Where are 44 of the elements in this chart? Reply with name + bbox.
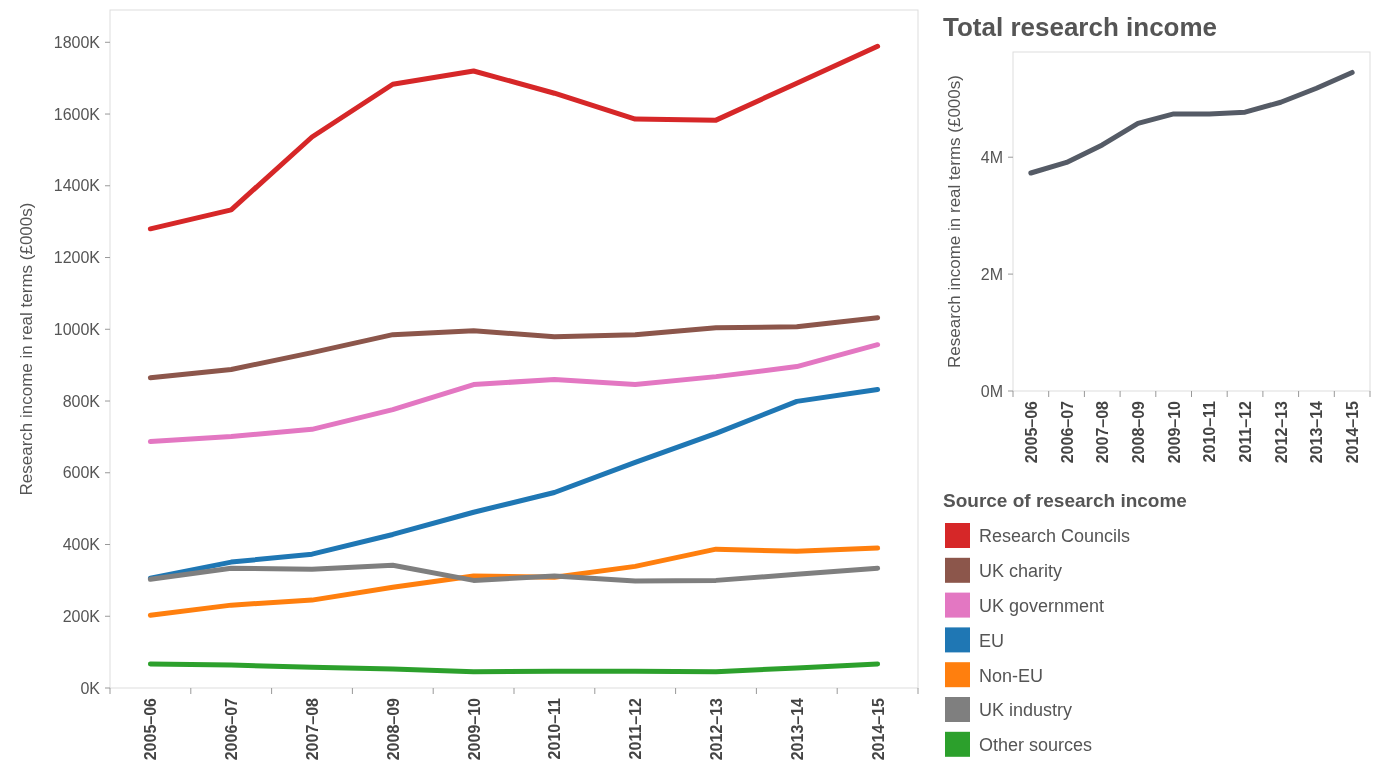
legend-label: Research Councils bbox=[979, 526, 1131, 547]
y-tick-label: 200K bbox=[62, 607, 101, 625]
y-tick-label: 0K bbox=[80, 679, 101, 697]
y-tick-label: 4M bbox=[980, 148, 1003, 166]
x-tick-label: 2012–13 bbox=[1272, 400, 1290, 464]
x-tick-label: 2014–15 bbox=[869, 697, 887, 761]
y-axis-title: Research income in real terms (£000s) bbox=[945, 75, 964, 368]
x-tick-label: 2005–06 bbox=[142, 697, 160, 761]
chart-title: Total research income bbox=[943, 12, 1218, 42]
x-tick-label: 2013–14 bbox=[1308, 400, 1326, 464]
x-tick-label: 2005–06 bbox=[1022, 400, 1040, 464]
x-tick-label: 2010–11 bbox=[1201, 400, 1219, 463]
x-tick-label: 2010–11 bbox=[546, 697, 564, 760]
y-tick-label: 600K bbox=[62, 464, 101, 482]
x-tick-label: 2011–12 bbox=[1237, 400, 1255, 463]
legend-label: UK government bbox=[979, 595, 1105, 616]
y-tick-label: 1600K bbox=[53, 105, 101, 123]
legend-label: EU bbox=[979, 630, 1005, 651]
y-tick-label: 1400K bbox=[53, 177, 101, 195]
x-tick-label: 2009–10 bbox=[1165, 400, 1183, 464]
x-tick-label: 2011–12 bbox=[627, 697, 645, 760]
x-tick-label: 2006–07 bbox=[1058, 400, 1076, 464]
legend-label: UK industry bbox=[979, 700, 1073, 721]
x-tick-label: 2013–14 bbox=[788, 697, 806, 761]
x-tick-label: 2008–09 bbox=[384, 697, 402, 761]
y-tick-label: 2M bbox=[980, 265, 1003, 283]
x-tick-label: 2012–13 bbox=[708, 697, 725, 761]
y-tick-label: 800K bbox=[62, 392, 101, 410]
y-tick-label: 1000K bbox=[53, 320, 101, 338]
y-tick-label: 0M bbox=[980, 382, 1003, 400]
x-tick-label: 2014–15 bbox=[1344, 400, 1362, 464]
x-tick-label: 2006–07 bbox=[223, 697, 241, 761]
x-tick-label: 2007–08 bbox=[304, 697, 321, 761]
y-tick-label: 400K bbox=[62, 536, 101, 554]
x-tick-label: 2007–08 bbox=[1094, 400, 1112, 464]
legend-label: Non-EU bbox=[979, 665, 1044, 686]
legend-title: Source of research income bbox=[943, 490, 1187, 511]
legend-label: UK charity bbox=[979, 561, 1063, 582]
y-tick-label: 1800K bbox=[53, 33, 101, 51]
y-axis-title: Research income in real terms (£000s) bbox=[17, 202, 36, 496]
legend-label: Other sources bbox=[979, 735, 1093, 756]
y-tick-label: 1200K bbox=[53, 249, 101, 267]
x-tick-label: 2008–09 bbox=[1129, 400, 1147, 464]
x-tick-label: 2009–10 bbox=[465, 697, 483, 761]
